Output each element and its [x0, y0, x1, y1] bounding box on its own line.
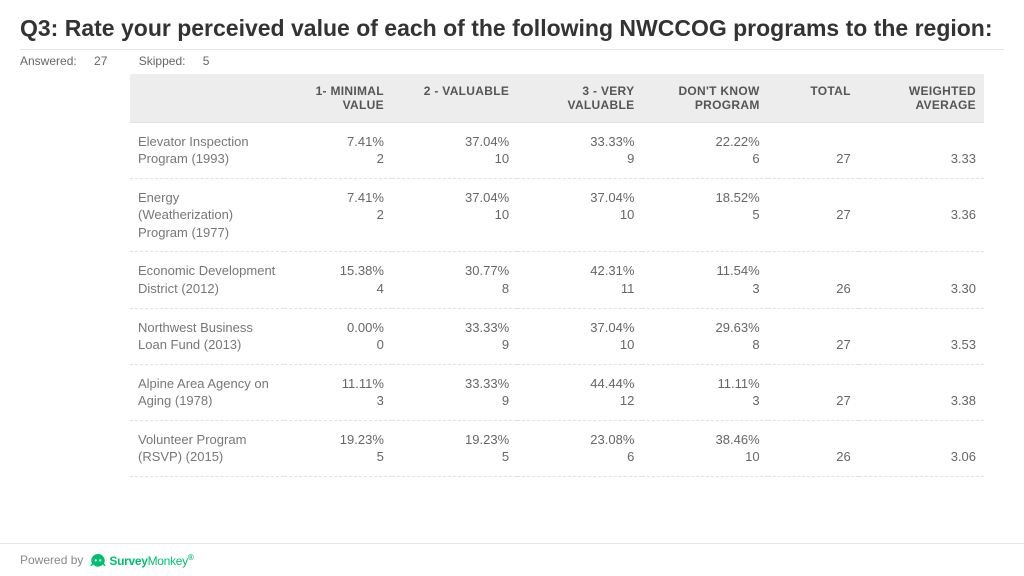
cell-total: 27	[768, 364, 859, 420]
cell-very-valuable: 44.44%12	[517, 364, 642, 420]
title-divider	[20, 49, 1004, 50]
col-total: TOTAL	[768, 74, 859, 123]
footer: Powered by SurveyMonkey®	[0, 543, 1024, 576]
brand-name: SurveyMonkey®	[109, 553, 193, 568]
cell-minimal: 15.38%4	[284, 252, 392, 308]
cell-avg: 3.36	[859, 178, 984, 252]
row-label: Economic Development District (2012)	[130, 252, 284, 308]
cell-avg: 3.30	[859, 252, 984, 308]
cell-total: 26	[768, 252, 859, 308]
cell-total: 27	[768, 122, 859, 178]
col-minimal: 1- MINIMAL VALUE	[284, 74, 392, 123]
cell-valuable: 37.04%10	[392, 178, 517, 252]
powered-by-label: Powered by	[20, 553, 83, 567]
cell-very-valuable: 37.04%10	[517, 308, 642, 364]
cell-dont-know: 11.11%3	[642, 364, 767, 420]
col-dont-know: DON'T KNOW PROGRAM	[642, 74, 767, 123]
question-title: Q3: Rate your perceived value of each of…	[20, 14, 1004, 43]
col-valuable: 2 - VALUABLE	[392, 74, 517, 123]
row-label: Alpine Area Agency on Aging (1978)	[130, 364, 284, 420]
table-row: Alpine Area Agency on Aging (1978)11.11%…	[130, 364, 984, 420]
cell-total: 27	[768, 178, 859, 252]
cell-very-valuable: 23.08%6	[517, 420, 642, 476]
cell-minimal: 11.11%3	[284, 364, 392, 420]
cell-total: 27	[768, 308, 859, 364]
results-table: 1- MINIMAL VALUE 2 - VALUABLE 3 - VERY V…	[130, 74, 984, 477]
monkey-icon	[89, 552, 107, 568]
col-blank	[130, 74, 284, 123]
row-label: Northwest Business Loan Fund (2013)	[130, 308, 284, 364]
cell-minimal: 19.23%5	[284, 420, 392, 476]
table-header-row: 1- MINIMAL VALUE 2 - VALUABLE 3 - VERY V…	[130, 74, 984, 123]
table-row: Volunteer Program (RSVP) (2015)19.23%519…	[130, 420, 984, 476]
cell-avg: 3.06	[859, 420, 984, 476]
cell-dont-know: 11.54%3	[642, 252, 767, 308]
col-weighted-avg: WEIGHTED AVERAGE	[859, 74, 984, 123]
table-row: Economic Development District (2012)15.3…	[130, 252, 984, 308]
skipped-count: 5	[203, 54, 210, 68]
skipped-label: Skipped:	[139, 54, 186, 68]
cell-very-valuable: 33.33%9	[517, 122, 642, 178]
answered-count: 27	[94, 54, 107, 68]
cell-very-valuable: 37.04%10	[517, 178, 642, 252]
cell-minimal: 0.00%0	[284, 308, 392, 364]
cell-valuable: 30.77%8	[392, 252, 517, 308]
row-label: Elevator Inspection Program (1993)	[130, 122, 284, 178]
cell-valuable: 37.04%10	[392, 122, 517, 178]
cell-minimal: 7.41%2	[284, 122, 392, 178]
cell-dont-know: 38.46%10	[642, 420, 767, 476]
cell-avg: 3.38	[859, 364, 984, 420]
table-row: Northwest Business Loan Fund (2013)0.00%…	[130, 308, 984, 364]
answered-label: Answered:	[20, 54, 77, 68]
col-very-valuable: 3 - VERY VALUABLE	[517, 74, 642, 123]
response-meta: Answered: 27 Skipped: 5	[20, 54, 1004, 68]
cell-total: 26	[768, 420, 859, 476]
row-label: Volunteer Program (RSVP) (2015)	[130, 420, 284, 476]
surveymonkey-logo: SurveyMonkey®	[89, 552, 193, 568]
cell-dont-know: 22.22%6	[642, 122, 767, 178]
cell-valuable: 33.33%9	[392, 308, 517, 364]
cell-valuable: 19.23%5	[392, 420, 517, 476]
table-row: Energy (Weatherization) Program (1977)7.…	[130, 178, 984, 252]
cell-dont-know: 18.52%5	[642, 178, 767, 252]
cell-avg: 3.53	[859, 308, 984, 364]
cell-very-valuable: 42.31%11	[517, 252, 642, 308]
cell-valuable: 33.33%9	[392, 364, 517, 420]
table-row: Elevator Inspection Program (1993)7.41%2…	[130, 122, 984, 178]
row-label: Energy (Weatherization) Program (1977)	[130, 178, 284, 252]
cell-minimal: 7.41%2	[284, 178, 392, 252]
cell-avg: 3.33	[859, 122, 984, 178]
cell-dont-know: 29.63%8	[642, 308, 767, 364]
